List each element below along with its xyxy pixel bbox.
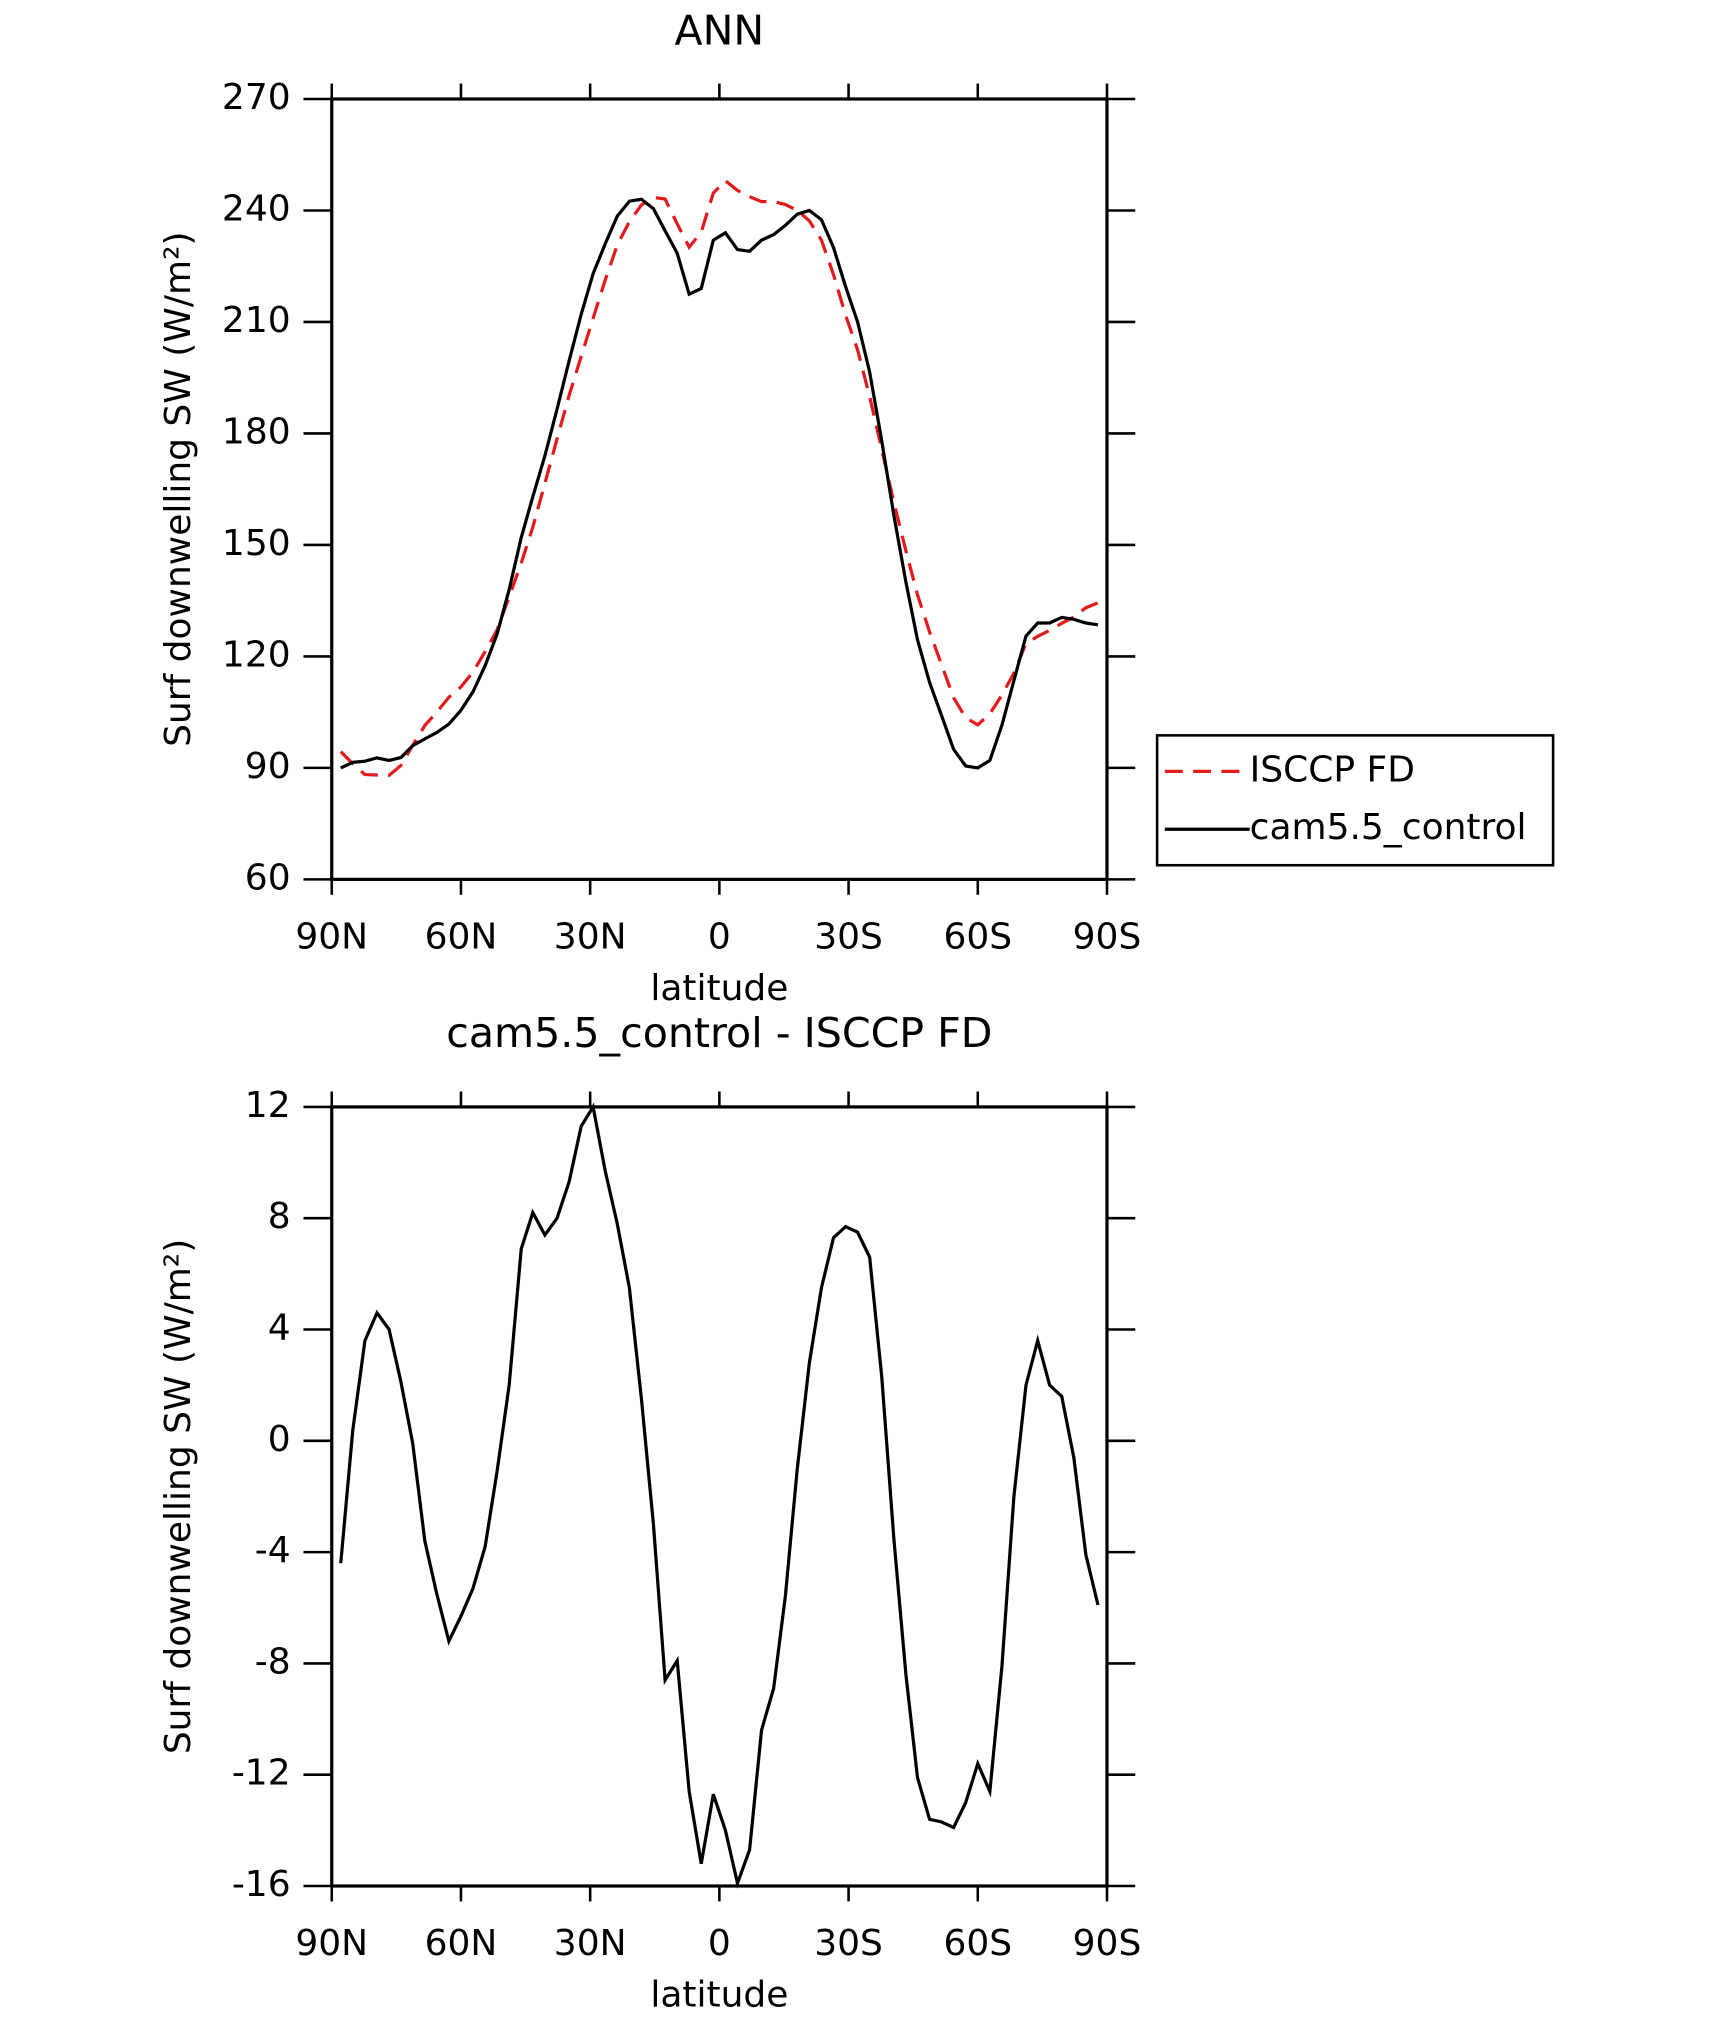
- data-line: [339, 178, 1099, 777]
- data-line: [340, 197, 1099, 770]
- y-tick-label: 8: [268, 1196, 291, 1237]
- x-tick-label: 60S: [943, 1923, 1012, 1964]
- x-tick-label: 0: [708, 1923, 731, 1964]
- y-tick-label: 270: [222, 77, 291, 118]
- x-tick-label: 30N: [554, 917, 627, 958]
- y-tick-label: -8: [255, 1641, 291, 1682]
- y-tick-label: -12: [232, 1753, 291, 1794]
- x-tick-label: 90S: [1073, 1923, 1142, 1964]
- y-tick-label: 12: [245, 1085, 291, 1126]
- x-tick-label: 30S: [814, 1923, 883, 1964]
- y-tick-label: 240: [222, 188, 291, 229]
- y-tick-label: 4: [268, 1308, 291, 1349]
- y-tick-label: -4: [255, 1530, 291, 1571]
- plot-frame: [330, 1105, 1109, 1888]
- y-tick-label: 0: [268, 1419, 291, 1460]
- y-axis-label: Surf downwelling SW (W/m²): [158, 231, 199, 746]
- x-tick-label: 90S: [1073, 917, 1142, 958]
- x-axis-label: latitude: [650, 1975, 788, 2016]
- plot-frame: [330, 97, 1109, 881]
- chart-title: cam5.5_control - ISCCP FD: [446, 1009, 992, 1057]
- y-tick-label: 60: [245, 857, 291, 898]
- y-tick-label: 150: [222, 523, 291, 564]
- x-tick-label: 90N: [295, 1923, 368, 1964]
- y-tick-label: 120: [222, 634, 291, 675]
- y-axis-label: Surf downwelling SW (W/m²): [158, 1239, 199, 1754]
- x-tick-label: 90N: [295, 917, 368, 958]
- legend-label: ISCCP FD: [1250, 749, 1415, 790]
- x-tick-label: 60S: [943, 917, 1012, 958]
- x-tick-label: 0: [708, 917, 731, 958]
- x-tick-label: 30N: [554, 1923, 627, 1964]
- x-tick-label: 30S: [814, 917, 883, 958]
- y-tick-label: 90: [245, 746, 291, 787]
- data-line: [339, 1102, 1100, 1889]
- chart-title: ANN: [675, 6, 765, 54]
- x-tick-label: 60N: [425, 1923, 498, 1964]
- x-tick-label: 60N: [425, 917, 498, 958]
- y-tick-label: 210: [222, 300, 291, 341]
- legend-label: cam5.5_control: [1250, 807, 1527, 848]
- y-tick-label: 180: [222, 411, 291, 452]
- legend-box: [1155, 734, 1555, 867]
- x-axis-label: latitude: [650, 968, 788, 1009]
- y-tick-label: -16: [232, 1864, 291, 1905]
